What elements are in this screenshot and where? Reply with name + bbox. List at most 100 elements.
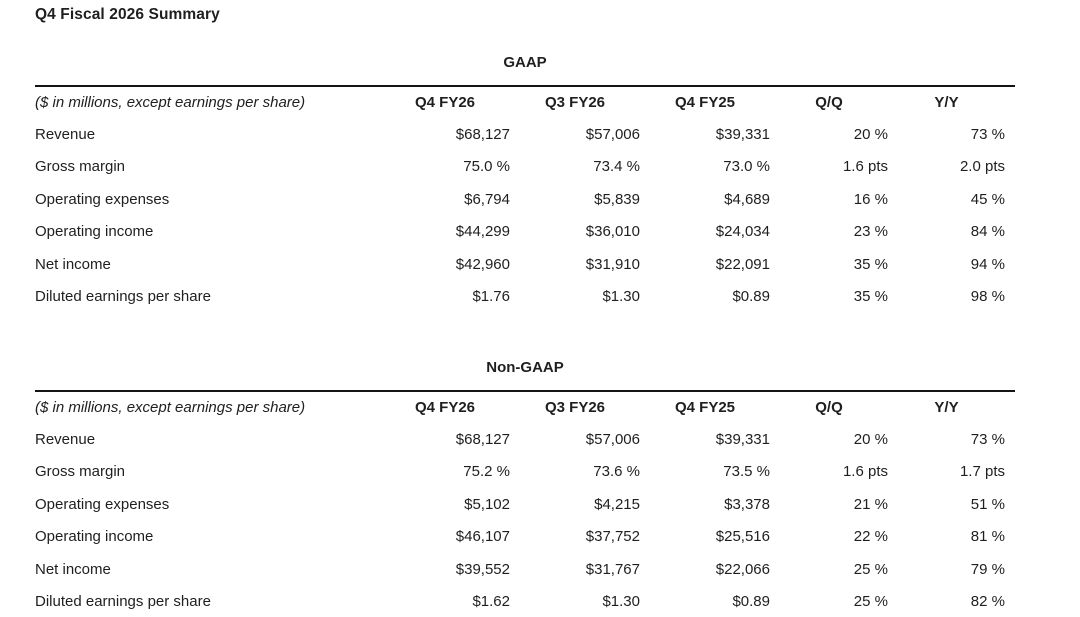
cell-value: 35 %: [853, 255, 888, 273]
row-label: Diluted earnings per share: [35, 288, 211, 306]
cell-value: $57,006: [585, 430, 640, 448]
column-header-yy: Y/Y: [934, 94, 959, 111]
cell-value: 73 %: [970, 125, 1005, 143]
cell-value: $22,091: [715, 255, 770, 273]
cell-value: $1.30: [602, 288, 640, 306]
cell-value: $4,689: [724, 190, 770, 208]
row-label: Operating income: [35, 528, 154, 546]
header-row: ($ in millions, except earnings per shar…: [35, 391, 1015, 423]
cell-value: 21 %: [853, 495, 888, 513]
cell-value: 84 %: [970, 223, 1005, 241]
cell-value: 79 %: [970, 560, 1005, 578]
cell-value: 1.7 pts: [959, 463, 1005, 481]
row-label: Operating income: [35, 223, 154, 241]
cell-value: 45 %: [970, 190, 1005, 208]
table-row: Diluted earnings per share $1.62 $1.30 $0.8…: [35, 586, 1015, 617]
non-gaap-table-body: Revenue $68,127 $57,006 $39,331 20 % 73 % Gros…: [35, 423, 1015, 617]
cell-value: 1.6 pts: [842, 158, 888, 176]
row-label: Operating expenses: [35, 190, 170, 208]
cell-value: 22 %: [853, 528, 888, 546]
cell-value: 16 %: [853, 190, 888, 208]
column-header-q4fy25: Q4 FY25: [674, 94, 736, 111]
column-header-q4fy25: Q4 FY25: [674, 399, 736, 416]
cell-value: 81 %: [970, 528, 1005, 546]
cell-value: 23 %: [853, 223, 888, 241]
cell-value: 98 %: [970, 288, 1005, 306]
cell-value: $0.89: [732, 288, 770, 306]
cell-value: 25 %: [853, 560, 888, 578]
cell-value: 73.0 %: [723, 158, 770, 176]
row-label: Gross margin: [35, 463, 126, 481]
cell-value: $3,378: [724, 495, 770, 513]
row-label: Gross margin: [35, 158, 126, 176]
cell-value: 2.0 pts: [959, 158, 1005, 176]
cell-value: 35 %: [853, 288, 888, 306]
non-gaap-financial-table: ($ in millions, except earnings per shar…: [35, 390, 1015, 617]
table-row: Net income $42,960 $31,910 $22,091 35 % 94 %: [35, 248, 1015, 281]
column-header-q4fy26: Q4 FY26: [414, 94, 476, 111]
non-gaap-table-section: Non-GAAP ($ in millions, except earnings…: [35, 359, 1015, 617]
column-header-yy: Y/Y: [934, 399, 959, 416]
cell-value: $39,331: [715, 430, 770, 448]
cell-value: $36,010: [585, 223, 640, 241]
cell-value: $1.62: [472, 593, 510, 611]
cell-value: $31,767: [585, 560, 640, 578]
cell-value: 51 %: [970, 495, 1005, 513]
table-row: Gross margin 75.0 % 73.4 % 73.0 % 1.6 pts 2.0…: [35, 151, 1015, 184]
table-note: ($ in millions, except earnings per shar…: [35, 94, 306, 111]
row-label: Revenue: [35, 125, 96, 143]
cell-value: 25 %: [853, 593, 888, 611]
cell-value: $22,066: [715, 560, 770, 578]
cell-value: 82 %: [970, 593, 1005, 611]
cell-value: $24,034: [715, 223, 770, 241]
cell-value: $0.89: [732, 593, 770, 611]
cell-value: $25,516: [715, 528, 770, 546]
cell-value: 73.6 %: [593, 463, 640, 481]
gaap-table-body: Revenue $68,127 $57,006 $39,331 20 % 73 % Gros…: [35, 118, 1015, 313]
cell-value: $6,794: [464, 190, 510, 208]
table-row: Gross margin 75.2 % 73.6 % 73.5 % 1.6 pts 1.7…: [35, 456, 1015, 489]
page-title: Q4 Fiscal 2026 Summary: [35, 6, 220, 23]
cell-value: 20 %: [853, 125, 888, 143]
cell-value: $5,839: [594, 190, 640, 208]
cell-value: $1.76: [472, 288, 510, 306]
gaap-table-title: GAAP: [503, 54, 547, 71]
cell-value: $44,299: [455, 223, 510, 241]
table-row: Diluted earnings per share $1.76 $1.30 $0.8…: [35, 281, 1015, 314]
cell-value: 75.0 %: [463, 158, 510, 176]
cell-value: $39,331: [715, 125, 770, 143]
table-row: Operating expenses $5,102 $4,215 $3,378 21 %…: [35, 488, 1015, 521]
column-header-q3fy26: Q3 FY26: [544, 399, 606, 416]
cell-value: $68,127: [455, 125, 510, 143]
header-row: ($ in millions, except earnings per shar…: [35, 86, 1015, 118]
cell-value: 75.2 %: [463, 463, 510, 481]
cell-value: 94 %: [970, 255, 1005, 273]
cell-value: $68,127: [455, 430, 510, 448]
cell-value: 73 %: [970, 430, 1005, 448]
row-label: Net income: [35, 255, 111, 273]
non-gaap-table-title: Non-GAAP: [486, 359, 564, 376]
cell-value: $46,107: [455, 528, 510, 546]
table-row: Operating income $46,107 $37,752 $25,516 22 …: [35, 521, 1015, 554]
row-label: Diluted earnings per share: [35, 593, 211, 611]
row-label: Net income: [35, 560, 111, 578]
table-row: Revenue $68,127 $57,006 $39,331 20 % 73 %: [35, 423, 1015, 456]
table-row: Operating income $44,299 $36,010 $24,034 23 …: [35, 216, 1015, 249]
gaap-table-section: GAAP ($ in millions, except earnings per…: [35, 54, 1015, 313]
table-row: Operating expenses $6,794 $5,839 $4,689 16 %…: [35, 183, 1015, 216]
table-row: Revenue $68,127 $57,006 $39,331 20 % 73 %: [35, 118, 1015, 151]
table-note: ($ in millions, except earnings per shar…: [35, 399, 306, 416]
row-label: Revenue: [35, 430, 96, 448]
cell-value: $42,960: [455, 255, 510, 273]
column-header-q4fy26: Q4 FY26: [414, 399, 476, 416]
cell-value: 20 %: [853, 430, 888, 448]
cell-value: $37,752: [585, 528, 640, 546]
cell-value: $57,006: [585, 125, 640, 143]
table-row: Net income $39,552 $31,767 $22,066 25 % 79 %: [35, 553, 1015, 586]
column-header-qq: Q/Q: [815, 94, 843, 111]
column-header-qq: Q/Q: [815, 399, 843, 416]
cell-value: $1.30: [602, 593, 640, 611]
cell-value: 73.4 %: [593, 158, 640, 176]
cell-value: 1.6 pts: [842, 463, 888, 481]
